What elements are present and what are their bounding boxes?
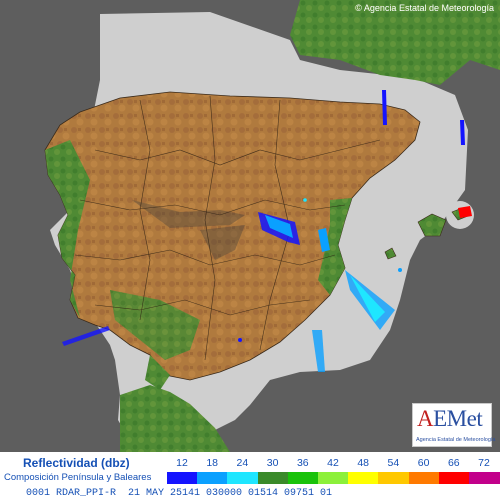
- legend-color-swatch: [469, 472, 500, 484]
- reflectivity-legend: Reflectividad (dbz) Composición Penínsul…: [0, 452, 500, 488]
- logo-mark-main: EMet: [433, 406, 483, 431]
- legend-color-swatch: [197, 472, 228, 484]
- legend-subtitle: Composición Península y Baleares: [4, 472, 152, 483]
- legend-color-swatch: [227, 472, 259, 484]
- logo-mark-accent: A: [417, 406, 434, 431]
- legend-tick-label: 60: [417, 457, 430, 469]
- west-coast-lowland: [45, 140, 90, 318]
- france-land: [290, 0, 500, 85]
- radar-composite-map: [44, 0, 500, 452]
- north-africa-land: [120, 385, 230, 452]
- east-coast-lowland: [318, 198, 352, 295]
- gibraltar-strait-land: [145, 355, 170, 390]
- product-footer: 0001 RDAR_PPI-R 21 MAY 25141 030000 0151…: [0, 488, 500, 500]
- aemet-logo: AEMet Agencia Estatal de Meteorología: [412, 403, 496, 447]
- copyright-notice: © Agencia Estatal de Meteorología: [355, 3, 494, 13]
- legend-color-swatch: [348, 472, 379, 484]
- legend-tick-label: 18: [206, 457, 219, 469]
- logo-subtitle: Agencia Estatal de Meteorología: [416, 437, 496, 443]
- legend-color-swatch: [408, 472, 440, 484]
- legend-tick-label: 12: [176, 457, 188, 469]
- legend-color-swatch: [167, 472, 198, 484]
- legend-color-swatch: [257, 472, 289, 484]
- legend-tick-label: 72: [478, 457, 490, 469]
- legend-tick-label: 42: [327, 457, 339, 469]
- legend-title: Reflectividad (dbz): [23, 456, 130, 470]
- south-coast-lowland: [110, 290, 200, 360]
- legend-color-swatch: [318, 472, 349, 484]
- legend-tick-label: 48: [357, 457, 370, 469]
- legend-tick-label: 66: [447, 457, 460, 469]
- legend-color-swatch: [438, 472, 470, 484]
- legend-color-swatch: [378, 472, 410, 484]
- legend-tick-label: 54: [387, 457, 400, 469]
- aemet-logo-mark: AEMet: [417, 406, 483, 432]
- legend-tick-label: 24: [236, 457, 249, 469]
- precipitation-echoes: [62, 90, 472, 372]
- legend-color-swatch: [287, 472, 319, 484]
- balearic-islands: [384, 207, 469, 260]
- radar-shadow-zones: [132, 200, 245, 260]
- legend-tick-label: 30: [266, 457, 279, 469]
- legend-tick-label: 36: [296, 457, 309, 469]
- province-borders: [74, 95, 381, 361]
